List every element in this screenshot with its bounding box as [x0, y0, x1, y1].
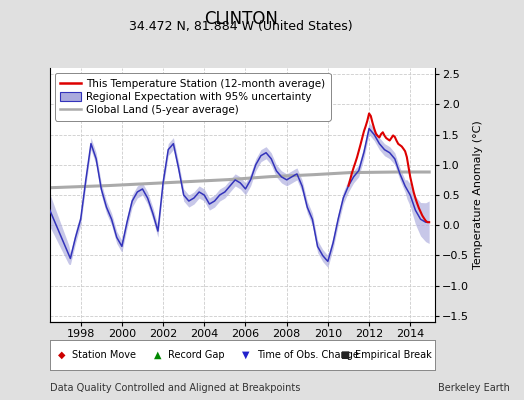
- Legend: This Temperature Station (12-month average), Regional Expectation with 95% uncer: This Temperature Station (12-month avera…: [55, 73, 331, 120]
- Text: Record Gap: Record Gap: [168, 350, 225, 360]
- Text: ■: ■: [341, 350, 350, 360]
- Text: 34.472 N, 81.884 W (United States): 34.472 N, 81.884 W (United States): [129, 20, 353, 33]
- Text: CLINTON: CLINTON: [204, 10, 278, 28]
- Text: Berkeley Earth: Berkeley Earth: [438, 383, 509, 393]
- Text: ◆: ◆: [58, 350, 65, 360]
- Text: Empirical Break: Empirical Break: [355, 350, 432, 360]
- Text: ▲: ▲: [154, 350, 161, 360]
- Text: Data Quality Controlled and Aligned at Breakpoints: Data Quality Controlled and Aligned at B…: [50, 383, 300, 393]
- Text: Time of Obs. Change: Time of Obs. Change: [257, 350, 359, 360]
- Y-axis label: Temperature Anomaly (°C): Temperature Anomaly (°C): [473, 121, 483, 269]
- Text: Station Move: Station Move: [72, 350, 136, 360]
- Text: ▼: ▼: [242, 350, 250, 360]
